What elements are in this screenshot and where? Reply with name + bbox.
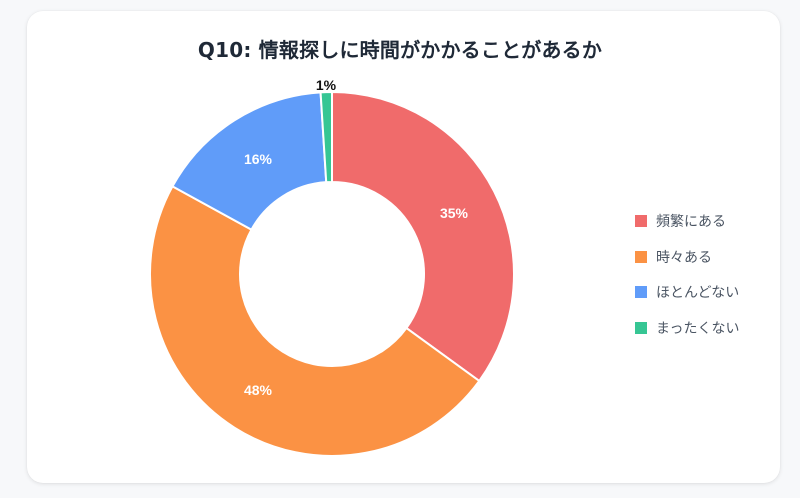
legend-item-frequent[interactable]: 頻繁にある bbox=[635, 210, 739, 232]
slice-rarely[interactable] bbox=[171, 91, 328, 232]
legend-item-rarely[interactable]: ほとんどない bbox=[635, 281, 739, 303]
legend-label: 時々ある bbox=[656, 249, 712, 266]
donut-slices bbox=[149, 90, 515, 457]
legend-label: 頻繁にある bbox=[656, 214, 726, 230]
legend-swatch-sometimes bbox=[635, 250, 647, 263]
legend-item-sometimes[interactable]: 時々ある bbox=[635, 246, 739, 268]
slice-label-rarely: 16% bbox=[244, 151, 273, 167]
legend-item-never[interactable]: まったくない bbox=[635, 317, 739, 339]
chart-legend: 頻繁にある 時々ある ほとんどない まったくない bbox=[635, 210, 739, 352]
legend-swatch-frequent bbox=[635, 215, 647, 227]
slice-frequent[interactable] bbox=[331, 90, 515, 383]
slice-label-never: 1% bbox=[316, 77, 337, 93]
legend-label: ほとんどない bbox=[656, 285, 740, 301]
slice-label-frequent: 35% bbox=[440, 205, 469, 221]
chart-title: Q10: 情報探しに時間がかかることがあるか bbox=[197, 38, 603, 62]
legend-label: まったくない bbox=[656, 320, 740, 337]
legend-swatch-never bbox=[635, 321, 647, 334]
slice-label-sometimes: 48% bbox=[244, 382, 273, 398]
slice-sometimes[interactable] bbox=[149, 184, 481, 457]
legend-swatch-rarely bbox=[635, 286, 647, 298]
slice-never[interactable] bbox=[319, 90, 333, 184]
